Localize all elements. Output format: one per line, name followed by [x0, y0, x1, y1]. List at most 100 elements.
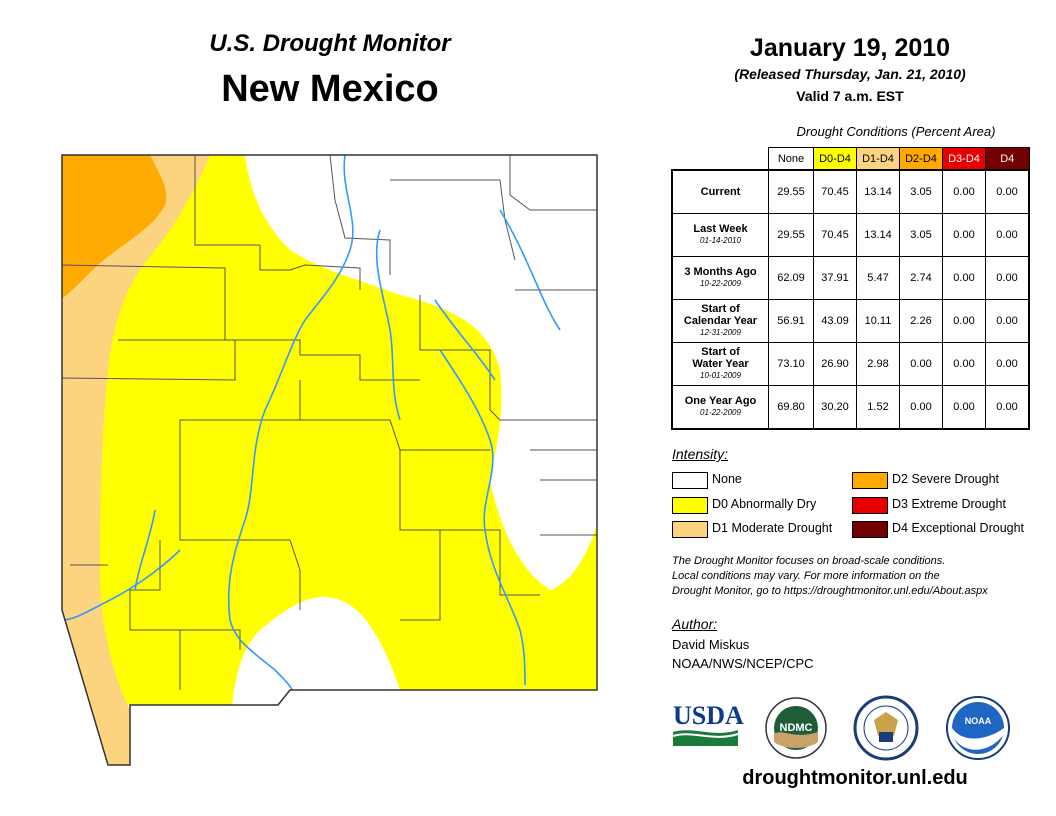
legend-label: D0 Abnormally Dry: [712, 497, 817, 511]
author-label: Author:: [672, 616, 718, 632]
table-row: Last Week 01-14-2010 29.55 70.45 13.14 3.05 0.…: [671, 213, 1030, 257]
table-cell: 0.00: [942, 342, 986, 386]
col-d0-d4: D0-D4: [813, 147, 857, 171]
table-cell: 43.09: [813, 299, 857, 343]
row-date: 10-01-2009: [700, 371, 741, 380]
note-line: Local conditions may vary. For more info…: [672, 570, 940, 582]
table-cell: 0.00: [942, 256, 986, 300]
map-area-d1: [62, 155, 210, 765]
footer-url[interactable]: droughtmonitor.unl.edu: [742, 767, 968, 789]
table-row: Start of Calendar Year 12-31-2009 56.91 43.0…: [671, 299, 1030, 343]
table-row: Current 29.55 70.45 13.14 3.05 0.00 0.00: [671, 169, 1030, 214]
map-subtitle: U.S. Drought Monitor: [209, 30, 451, 57]
table-cell: 69.80: [768, 385, 814, 430]
map-area-d2: [62, 155, 167, 300]
map-title: New Mexico: [221, 68, 439, 110]
legend-label: D2 Severe Drought: [892, 472, 1000, 486]
table-cell: 29.55: [768, 213, 814, 257]
intensity-legend-title: Intensity:: [672, 446, 729, 462]
table-cell: 2.74: [899, 256, 943, 300]
table-cell: 3.05: [899, 169, 943, 214]
row-label-line: Start of: [701, 346, 740, 358]
table-header-row: None D0-D4 D1-D4 D2-D4 D3-D4 D4: [672, 147, 1030, 171]
table-cell: 73.10: [768, 342, 814, 386]
legend-swatch: [672, 497, 708, 514]
row-label-line: Start of: [701, 303, 740, 315]
table-cell: 0.00: [985, 385, 1030, 430]
table-row: 3 Months Ago 10-22-2009 62.09 37.91 5.47 2.74…: [671, 256, 1030, 300]
table-cell: 1.52: [856, 385, 900, 430]
svg-text:NDMC: NDMC: [780, 722, 813, 734]
drought-monitor-note: The Drought Monitor focuses on broad-sca…: [672, 554, 1052, 599]
col-d2-d4: D2-D4: [899, 147, 943, 171]
row-label: Start of Calendar Year 12-31-2009: [671, 299, 769, 343]
drought-conditions-table: None D0-D4 D1-D4 D2-D4 D3-D4 D4 Current 2…: [671, 147, 1030, 430]
table-cell: 70.45: [813, 213, 857, 257]
valid-time: Valid 7 a.m. EST: [796, 88, 904, 104]
table-row: One Year Ago 01-22-2009 69.80 30.20 1.52 0.00…: [671, 385, 1030, 430]
legend-swatch: [672, 521, 708, 538]
row-label-line: 3 Months Ago: [684, 266, 757, 278]
table-cell: 2.98: [856, 342, 900, 386]
table-cell: 0.00: [985, 169, 1030, 214]
row-label: Last Week 01-14-2010: [671, 213, 769, 257]
svg-text:USDA: USDA: [673, 701, 744, 730]
table-cell: 13.14: [856, 169, 900, 214]
col-none: None: [768, 147, 814, 171]
legend-swatch: [672, 472, 708, 489]
note-line: The Drought Monitor focuses on broad-sca…: [672, 555, 946, 567]
legend-swatch: [852, 497, 888, 514]
row-label: Current: [671, 169, 769, 214]
row-date: 10-22-2009: [700, 279, 741, 288]
table-cell: 0.00: [985, 213, 1030, 257]
table-cell: 2.26: [899, 299, 943, 343]
legend-label: None: [712, 472, 742, 486]
table-cell: 70.45: [813, 169, 857, 214]
table-row: Start of Water Year 10-01-2009 73.10 26.90 2.…: [671, 342, 1030, 386]
table-cell: 13.14: [856, 213, 900, 257]
table-cell: 26.90: [813, 342, 857, 386]
noaa-logo: NOAA: [946, 696, 1010, 760]
ndmc-logo: NDMC: [765, 697, 827, 759]
legend-label: D3 Extreme Drought: [892, 497, 1006, 511]
commerce-seal-logo: [853, 695, 919, 761]
col-d4: D4: [985, 147, 1030, 171]
author-organization: NOAA/NWS/NCEP/CPC: [672, 656, 814, 671]
row-label: Start of Water Year 10-01-2009: [671, 342, 769, 386]
svg-text:NOAA: NOAA: [965, 716, 992, 726]
table-cell: 5.47: [856, 256, 900, 300]
row-label-line: Current: [700, 186, 741, 198]
row-date: 12-31-2009: [700, 328, 741, 337]
table-cell: 0.00: [942, 213, 986, 257]
table-cell: 29.55: [768, 169, 814, 214]
table-cell: 62.09: [768, 256, 814, 300]
table-cell: 3.05: [899, 213, 943, 257]
legend-swatch: [852, 521, 888, 538]
map-date: January 19, 2010: [749, 34, 951, 62]
state-border: [61, 154, 598, 766]
usda-logo: USDA: [672, 701, 744, 746]
table-cell: 0.00: [942, 299, 986, 343]
row-label-line: Calendar Year: [683, 315, 758, 327]
row-date: 01-22-2009: [700, 408, 741, 417]
row-label-line: Water Year: [692, 358, 749, 370]
table-cell: 37.91: [813, 256, 857, 300]
agency-logos: USDA NDMC NOAA: [672, 695, 1010, 761]
table-cell: 0.00: [985, 342, 1030, 386]
table-cell: 0.00: [942, 169, 986, 214]
row-date: 01-14-2010: [700, 236, 741, 245]
author-name: David Miskus: [672, 637, 750, 652]
col-d1-d4: D1-D4: [856, 147, 900, 171]
table-cell: 56.91: [768, 299, 814, 343]
legend-label: D1 Moderate Drought: [712, 521, 833, 535]
row-label: 3 Months Ago 10-22-2009: [671, 256, 769, 300]
col-d3-d4: D3-D4: [942, 147, 986, 171]
map-area-d0: [62, 155, 597, 765]
table-cell: 0.00: [942, 385, 986, 430]
row-label-line: Last Week: [693, 223, 748, 235]
table-cell: 10.11: [856, 299, 900, 343]
table-cell: 0.00: [899, 385, 943, 430]
table-cell: 0.00: [985, 256, 1030, 300]
note-line: Drought Monitor, go to https://droughtmo…: [672, 585, 988, 597]
table-cell: 0.00: [899, 342, 943, 386]
